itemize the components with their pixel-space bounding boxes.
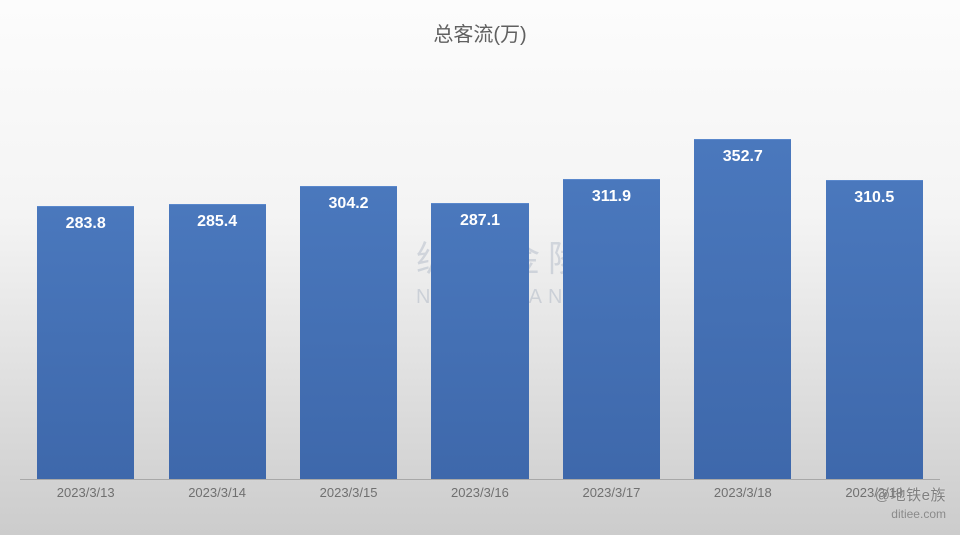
bar-value-label: 283.8 xyxy=(66,215,106,233)
stamp-line1: @地铁e族 xyxy=(875,487,946,504)
bar-slot: 285.4 xyxy=(151,55,282,480)
bar-value-label: 311.9 xyxy=(592,188,631,206)
chart-title: 总客流(万) xyxy=(0,18,960,47)
bar-slot: 287.1 xyxy=(414,55,545,480)
bar: 310.5 xyxy=(826,180,923,480)
bar-slot: 283.8 xyxy=(20,55,151,480)
x-axis: 2023/3/132023/3/142023/3/152023/3/162023… xyxy=(20,485,940,515)
stamp-line2: ditiee.com xyxy=(891,507,946,521)
x-axis-label: 2023/3/14 xyxy=(151,485,282,515)
bar-value-label: 304.2 xyxy=(329,195,369,213)
x-axis-label: 2023/3/18 xyxy=(677,485,808,515)
bar: 285.4 xyxy=(169,204,266,480)
bar-slot: 352.7 xyxy=(677,55,808,480)
bar-value-label: 310.5 xyxy=(854,189,894,207)
x-axis-label: 2023/3/15 xyxy=(283,485,414,515)
x-axis-label: 2023/3/16 xyxy=(414,485,545,515)
bar: 311.9 xyxy=(563,179,660,480)
x-axis-label: 2023/3/17 xyxy=(546,485,677,515)
bar: 304.2 xyxy=(300,186,397,480)
bar: 352.7 xyxy=(694,139,791,480)
bar: 283.8 xyxy=(37,206,134,480)
x-axis-label: 2023/3/13 xyxy=(20,485,151,515)
bar-value-label: 352.7 xyxy=(723,148,763,166)
bar-slot: 311.9 xyxy=(546,55,677,480)
bar-value-label: 287.1 xyxy=(460,212,500,230)
bar-slot: 304.2 xyxy=(283,55,414,480)
x-axis-baseline xyxy=(20,479,940,480)
source-stamp: @地铁e族 xyxy=(875,484,946,505)
bar: 287.1 xyxy=(431,203,528,480)
bar-slot: 310.5 xyxy=(809,55,940,480)
plot-area: 283.8 285.4 304.2 287.1 311.9 352.7 310.5 xyxy=(20,55,940,480)
bar-value-label: 285.4 xyxy=(197,213,237,231)
bars-container: 283.8 285.4 304.2 287.1 311.9 352.7 310.5 xyxy=(20,55,940,480)
